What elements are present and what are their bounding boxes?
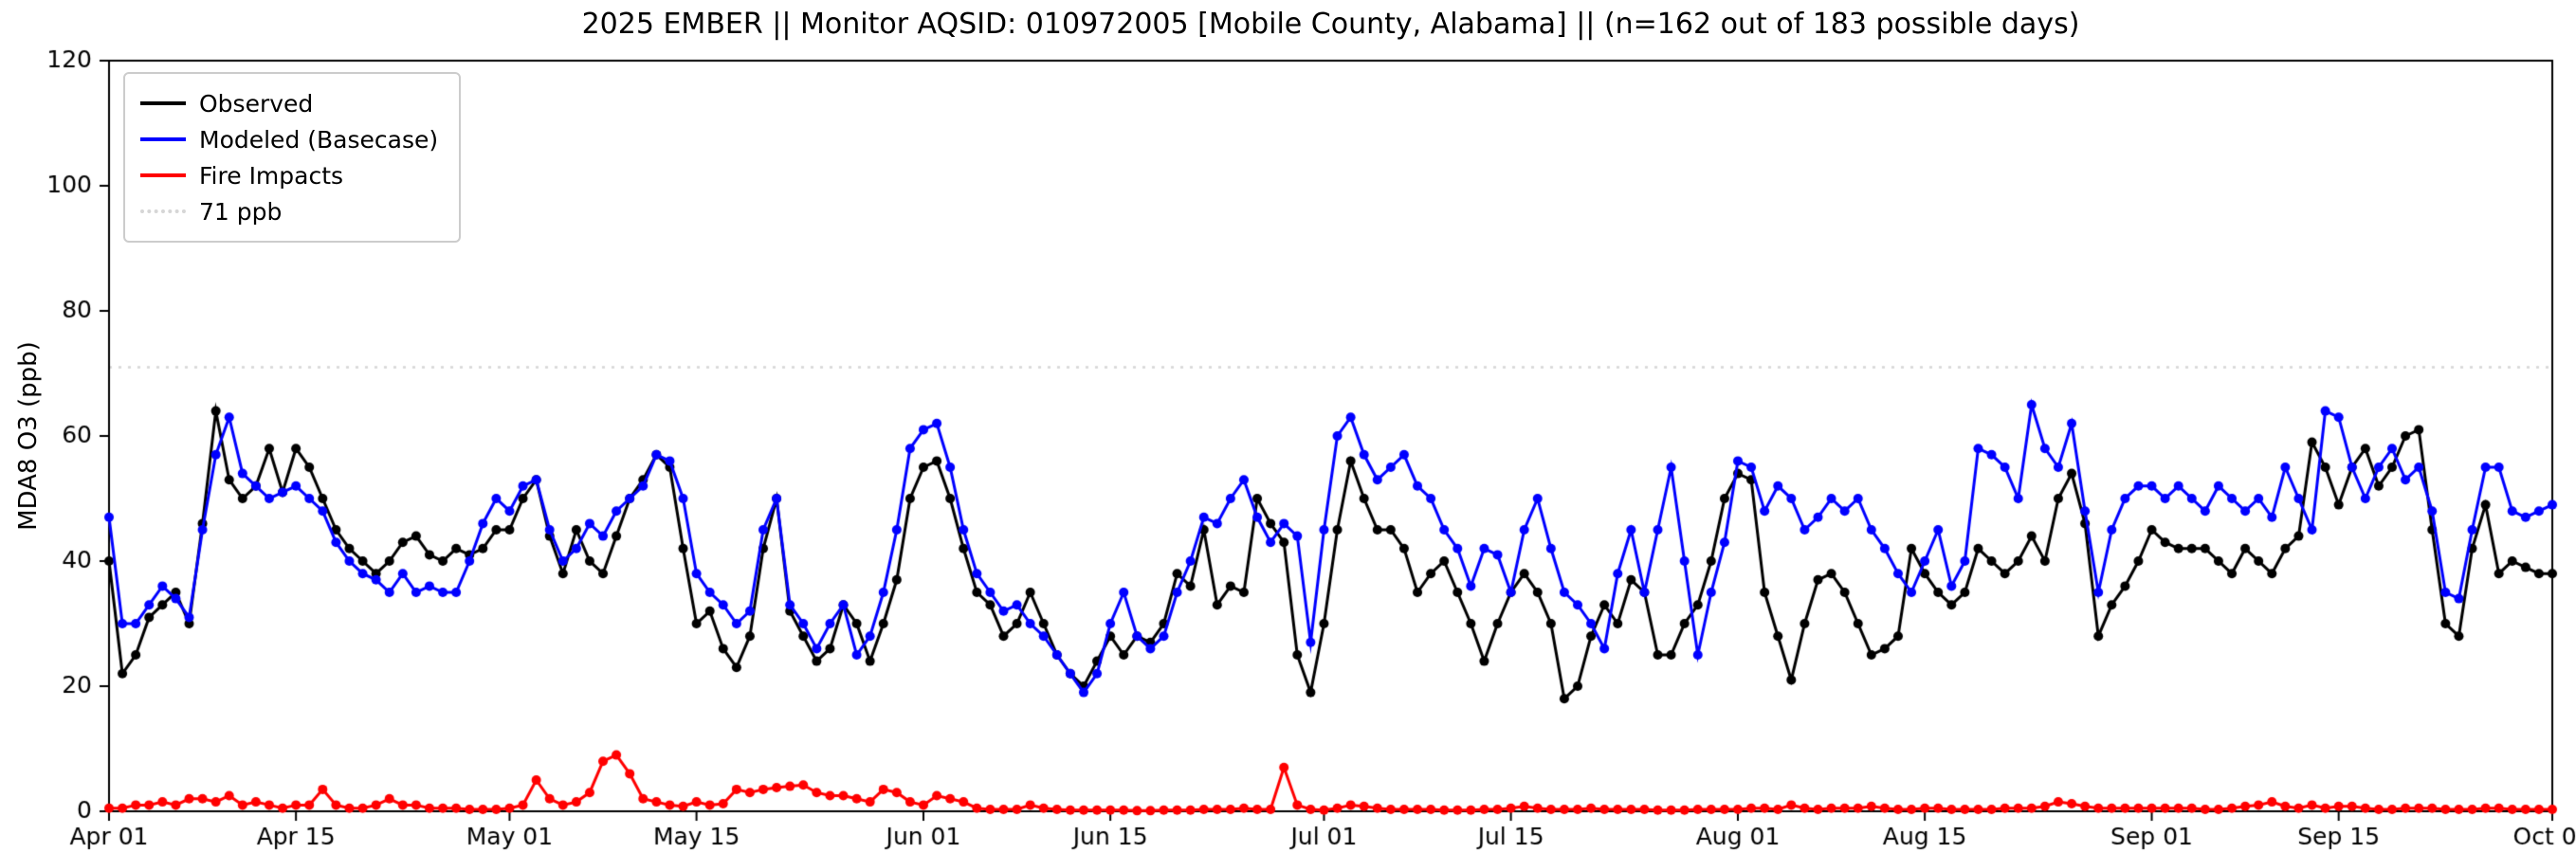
modeled-line-swatch-icon <box>140 137 186 141</box>
legend-label-threshold: 71 ppb <box>199 197 283 226</box>
fire-line-swatch-icon <box>140 173 186 177</box>
legend-label-fire: Fire Impacts <box>199 161 344 190</box>
y-axis-label: MDA8 O3 (ppb) <box>14 341 43 531</box>
legend-item-modeled: Modeled (Basecase) <box>140 121 438 157</box>
threshold-line-swatch-icon <box>140 209 186 213</box>
legend-item-threshold: 71 ppb <box>140 193 438 229</box>
legend-label-modeled: Modeled (Basecase) <box>199 125 439 154</box>
observed-line-swatch-icon <box>140 101 186 105</box>
legend-item-observed: Observed <box>140 85 438 121</box>
legend: Observed Modeled (Basecase) Fire Impacts… <box>123 72 462 243</box>
chart-title: 2025 EMBER || Monitor AQSID: 010972005 [… <box>581 8 2080 41</box>
legend-item-fire: Fire Impacts <box>140 157 438 193</box>
legend-label-observed: Observed <box>199 89 314 118</box>
